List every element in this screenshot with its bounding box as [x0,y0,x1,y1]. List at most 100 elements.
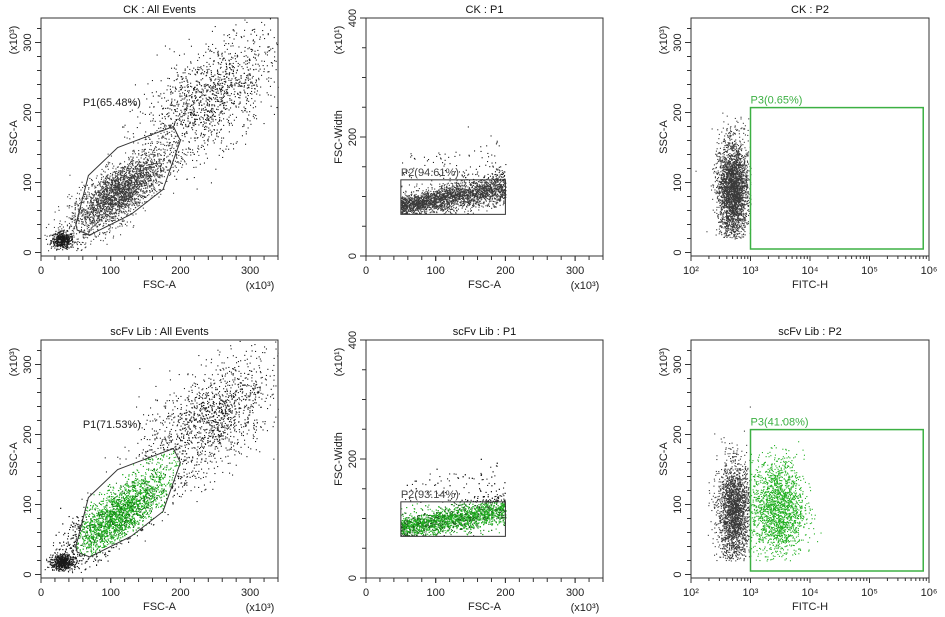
event-dot [168,126,170,128]
event-dot [193,103,195,105]
event-dot [53,244,55,246]
event-dot [194,132,196,134]
event-dot [205,97,207,99]
event-dot [72,244,74,246]
event-dot [217,52,219,54]
event-dot [216,129,218,131]
event-dot [119,196,121,198]
event-dot [224,78,226,80]
event-dot [167,107,169,109]
event-dot [207,70,209,72]
event-dot [208,99,210,101]
event-dot [62,239,64,241]
event-dot [114,207,116,209]
event-dot [119,225,121,227]
event-dot [239,101,241,103]
event-dot [89,204,91,206]
event-dot [137,142,139,144]
event-dot [71,217,73,219]
event-dot [502,172,504,174]
event-dot [143,149,145,151]
event-dot [151,92,153,94]
event-dot [72,228,74,230]
event-dot [65,235,67,237]
event-dot [99,210,101,212]
event-dot [137,188,139,190]
event-dot [187,151,189,153]
event-dot [221,88,223,90]
event-dot [178,151,180,153]
event-dot [196,111,198,113]
event-dot [160,169,162,171]
event-dot [146,190,148,192]
event-dot [100,194,102,196]
event-dot [227,92,229,94]
event-dot [235,105,237,107]
event-dot [248,114,250,116]
event-dot [117,183,119,185]
event-dot [152,149,154,151]
event-dot [129,184,131,186]
event-dot [63,235,65,237]
event-dot [139,181,141,183]
event-dot [246,60,248,62]
event-dot [118,187,120,189]
event-dot [117,194,119,196]
event-dot [110,187,112,189]
event-dot [126,200,128,202]
event-dot [112,213,114,215]
event-dot [217,50,219,52]
event-dot [171,130,173,132]
event-dot [116,194,118,196]
event-dot [100,210,102,212]
event-dot [106,164,108,166]
event-dot [110,184,112,186]
event-dot [90,243,92,245]
event-dot [187,86,189,88]
event-dot [67,246,69,248]
event-dot [130,199,132,201]
event-dot [173,128,175,130]
event-dot [117,192,119,194]
event-dot [175,150,177,152]
event-dot [123,203,125,205]
event-dot [135,194,137,196]
event-dot [139,176,141,178]
event-dot [106,189,108,191]
event-dot [130,200,132,202]
event-dot [84,234,86,236]
event-dot [62,231,64,233]
event-dot [215,84,217,86]
event-dot [497,177,499,179]
event-dot [128,178,130,180]
event-dot [81,211,83,213]
event-dot [82,236,84,238]
event-dot [95,224,97,226]
event-dot [198,81,200,83]
event-dot [159,174,161,176]
event-dot [86,196,88,198]
event-dot [169,174,171,176]
event-dot [188,125,190,127]
event-dot [173,147,175,149]
event-dot [211,99,213,101]
event-dot [134,190,136,192]
event-dot [179,93,181,95]
event-dot [122,197,124,199]
event-dot [207,84,209,86]
event-dot [139,195,141,197]
event-dot [118,183,120,185]
event-dot [101,214,103,216]
event-dot [187,66,189,68]
event-dot [455,187,457,189]
event-dot [127,184,129,186]
event-dot [214,124,216,126]
event-dot [100,173,102,175]
event-dot [240,77,242,79]
event-dot [121,212,123,214]
event-dot [197,66,199,68]
event-dot [61,230,63,232]
event-dot [129,175,131,177]
event-dot [105,201,107,203]
